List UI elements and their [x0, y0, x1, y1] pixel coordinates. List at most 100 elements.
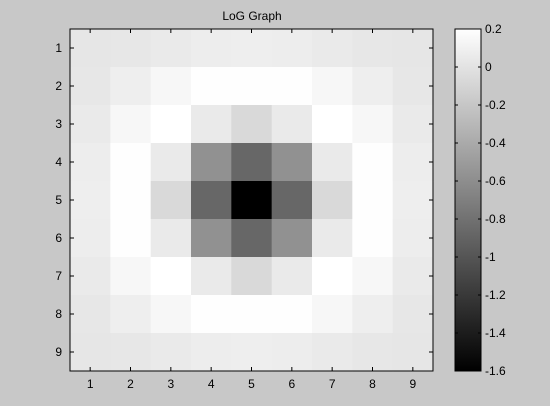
heatmap-cell — [150, 29, 192, 68]
heatmap-cell — [392, 181, 434, 220]
heatmap-cell — [70, 295, 111, 334]
heatmap-cell — [271, 333, 313, 372]
heatmap-cell — [70, 257, 111, 296]
heatmap-cell — [231, 219, 273, 258]
heatmap-cell — [191, 105, 232, 144]
heatmap-cell — [191, 181, 232, 220]
colorbar-tick-label: -1 — [485, 250, 496, 264]
heatmap-cell — [392, 143, 434, 182]
heatmap-cell — [312, 143, 353, 182]
x-axis: 1 2 3 4 5 6 7 8 9 — [87, 29, 416, 391]
heatmap-cell — [150, 257, 192, 296]
heatmap-cell — [271, 295, 313, 334]
heatmap-cell — [271, 29, 313, 68]
heatmap-cell — [392, 333, 434, 372]
heatmap-cell — [70, 333, 111, 372]
heatmap-cell — [150, 333, 192, 372]
heatmap-cell — [271, 219, 313, 258]
heatmap-cell — [392, 67, 434, 106]
x-tick-label: 3 — [167, 377, 174, 391]
heatmap-cell — [312, 105, 353, 144]
heatmap-cell — [70, 143, 111, 182]
heatmap-cell — [231, 333, 273, 372]
x-tick-label: 2 — [127, 377, 134, 391]
y-tick-label: 5 — [55, 193, 62, 207]
heatmap-cell — [312, 29, 353, 68]
x-tick-label: 7 — [329, 377, 336, 391]
heatmap-cell — [271, 143, 313, 182]
y-tick-label: 1 — [55, 41, 62, 55]
y-tick-label: 8 — [55, 307, 62, 321]
heatmap-cell — [352, 257, 394, 296]
heatmap-cell — [352, 67, 394, 106]
colorbar-tick-label: -0.6 — [485, 174, 506, 188]
y-tick-label: 7 — [55, 269, 62, 283]
y-tick-label: 6 — [55, 231, 62, 245]
colorbar-tick-label: -0.4 — [485, 136, 506, 150]
colorbar-tick-label: -1.2 — [485, 288, 506, 302]
heatmap-cell — [191, 67, 232, 106]
heatmap-cell — [110, 219, 152, 258]
colorbar-gradient — [454, 28, 482, 372]
x-tick-label: 5 — [248, 377, 255, 391]
heatmap-cell — [231, 181, 273, 220]
colorbar-ticks: 0.2 0 -0.2 -0.4 -0.6 -0.8 -1 -1.2 -1.4 -1.6 — [455, 22, 506, 378]
heatmap-cell — [191, 219, 232, 258]
heatmap-cell — [312, 295, 353, 334]
heatmap-cell — [352, 29, 394, 68]
heatmap-cell — [70, 181, 111, 220]
colorbar-tick-label: 0.2 — [485, 22, 502, 36]
heatmap-cell — [70, 67, 111, 106]
heatmap-cells — [70, 29, 434, 372]
heatmap-cell — [312, 219, 353, 258]
heatmap-cell — [110, 181, 152, 220]
chart-title: LoG Graph — [222, 9, 281, 23]
heatmap-cell — [312, 257, 353, 296]
heatmap-cell — [231, 67, 273, 106]
y-tick-label: 2 — [55, 79, 62, 93]
heatmap-cell — [392, 29, 434, 68]
heatmap-cell — [150, 219, 192, 258]
heatmap-cell — [231, 29, 273, 68]
heatmap-cell — [352, 105, 394, 144]
heatmap-cell — [110, 257, 152, 296]
colorbar-tick-label: -0.2 — [485, 98, 506, 112]
colorbar-tick-label: -0.8 — [485, 212, 506, 226]
heatmap-cell — [392, 257, 434, 296]
heatmap-cell — [352, 181, 394, 220]
heatmap-cell — [352, 295, 394, 334]
heatmap-cell — [110, 67, 152, 106]
heatmap-cell — [271, 105, 313, 144]
y-tick-label: 9 — [55, 345, 62, 359]
heatmap-cell — [110, 29, 152, 68]
y-axis: 1 2 3 4 5 6 7 8 9 — [55, 41, 433, 359]
heatmap-cell — [191, 295, 232, 334]
heatmap-cell — [150, 67, 192, 106]
heatmap-cell — [110, 295, 152, 334]
colorbar-tick-label: -1.6 — [485, 364, 506, 378]
colorbar-tick-label: 0 — [485, 60, 492, 74]
heatmap-cell — [392, 295, 434, 334]
heatmap-cell — [150, 105, 192, 144]
colorbar: 0.2 0 -0.2 -0.4 -0.6 -0.8 -1 -1.2 -1.4 -1.6 — [454, 22, 506, 378]
heatmap-cell — [271, 257, 313, 296]
heatmap-cell — [150, 181, 192, 220]
heatmap-cell — [70, 29, 111, 68]
heatmap-cell — [150, 143, 192, 182]
heatmap-cell — [352, 333, 394, 372]
x-tick-label: 1 — [87, 377, 94, 391]
heatmap-cell — [150, 295, 192, 334]
heatmap-cell — [191, 333, 232, 372]
heatmap-cell — [312, 333, 353, 372]
heatmap-cell — [312, 67, 353, 106]
heatmap-cell — [231, 143, 273, 182]
heatmap-cell — [70, 219, 111, 258]
heatmap-cell — [191, 29, 232, 68]
heatmap-cell — [392, 105, 434, 144]
heatmap-cell — [110, 105, 152, 144]
heatmap-cell — [70, 105, 111, 144]
heatmap-cell — [191, 143, 232, 182]
x-tick-label: 6 — [288, 377, 295, 391]
y-tick-label: 4 — [55, 155, 62, 169]
